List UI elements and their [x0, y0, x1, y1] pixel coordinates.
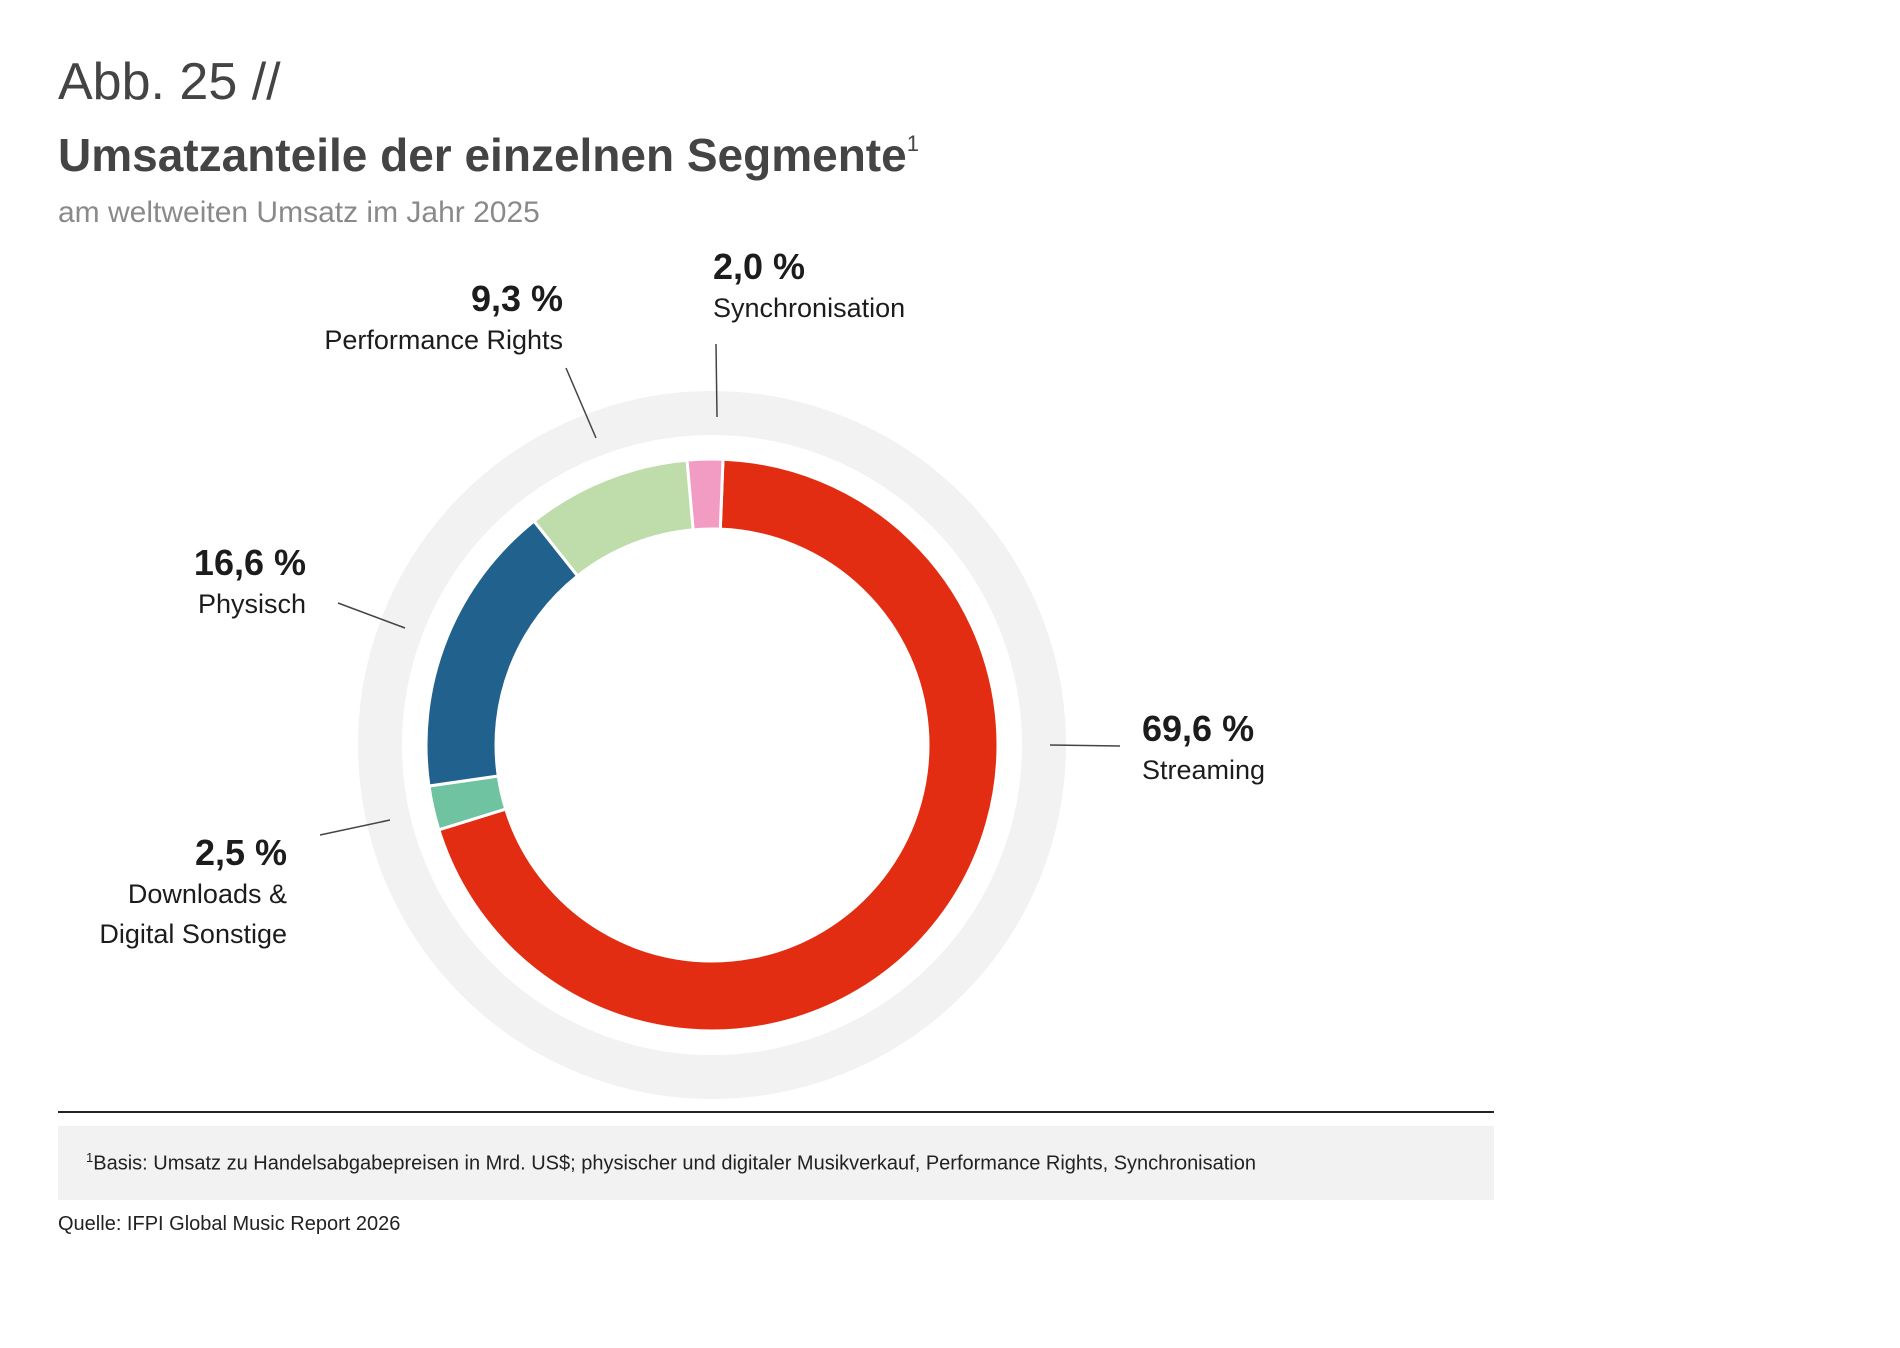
label-performance-rights: 9,3 % Performance Rights: [324, 278, 563, 360]
label-physisch-value: 16,6 %: [193, 542, 306, 583]
label-physisch: 16,6 % Physisch: [194, 542, 306, 624]
label-downloads-name-line1: Downloads &: [127, 879, 287, 909]
label-synchronisation: 2,0 % Synchronisation: [713, 246, 905, 328]
donut-chart: [319, 343, 1121, 1099]
title-footnote-mark: 1: [906, 130, 919, 156]
label-physisch-name: Physisch: [197, 589, 306, 619]
footnote-mark: 1: [86, 1150, 94, 1165]
figure-number: Abb. 25 //: [58, 53, 281, 111]
label-downloads: 2,5 % Downloads & Digital Sonstige: [99, 832, 287, 954]
source-note: Quelle: IFPI Global Music Report 2026: [58, 1213, 401, 1235]
leader-streaming: [1049, 744, 1121, 747]
label-streaming-value: 69,6 %: [1142, 708, 1255, 749]
label-streaming: 69,6 % Streaming: [1142, 708, 1265, 790]
leader-downloads: [319, 819, 391, 836]
leader-lines: [319, 343, 1121, 836]
label-performance-rights-name: Performance Rights: [324, 325, 563, 355]
chart-subtitle: am weltweiten Umsatz im Jahr 2025: [58, 196, 540, 229]
label-downloads-value: 2,5 %: [194, 832, 287, 873]
label-synchronisation-name: Synchronisation: [713, 293, 906, 323]
leader-synchronisation: [715, 343, 718, 418]
chart-title: Umsatzanteile der einzelnen Segmente1: [58, 128, 919, 182]
slice-synchronisation: [685, 457, 725, 532]
footnote-box: 1Basis: Umsatz zu Handelsabgabepreisen i…: [58, 1126, 1494, 1200]
leader-performance-rights: [565, 367, 597, 439]
label-streaming-name: Streaming: [1142, 755, 1266, 785]
leader-physisch: [337, 602, 406, 629]
slice-streaming: [436, 457, 1000, 1033]
footnote-text: Basis: Umsatz zu Handelsabgabepreisen in…: [93, 1152, 1256, 1175]
label-synchronisation-value: 2,0 %: [713, 246, 806, 287]
donut-outer-ring: [358, 391, 1066, 1099]
chart-title-text: Umsatzanteile der einzelnen Segmente: [58, 129, 907, 181]
footer-divider: [58, 1111, 1494, 1113]
label-performance-rights-value: 9,3 %: [470, 278, 563, 319]
donut-slices: [424, 457, 1000, 1033]
label-downloads-name-line2: Digital Sonstige: [99, 919, 287, 949]
footnote: 1Basis: Umsatz zu Handelsabgabepreisen i…: [86, 1150, 1256, 1176]
